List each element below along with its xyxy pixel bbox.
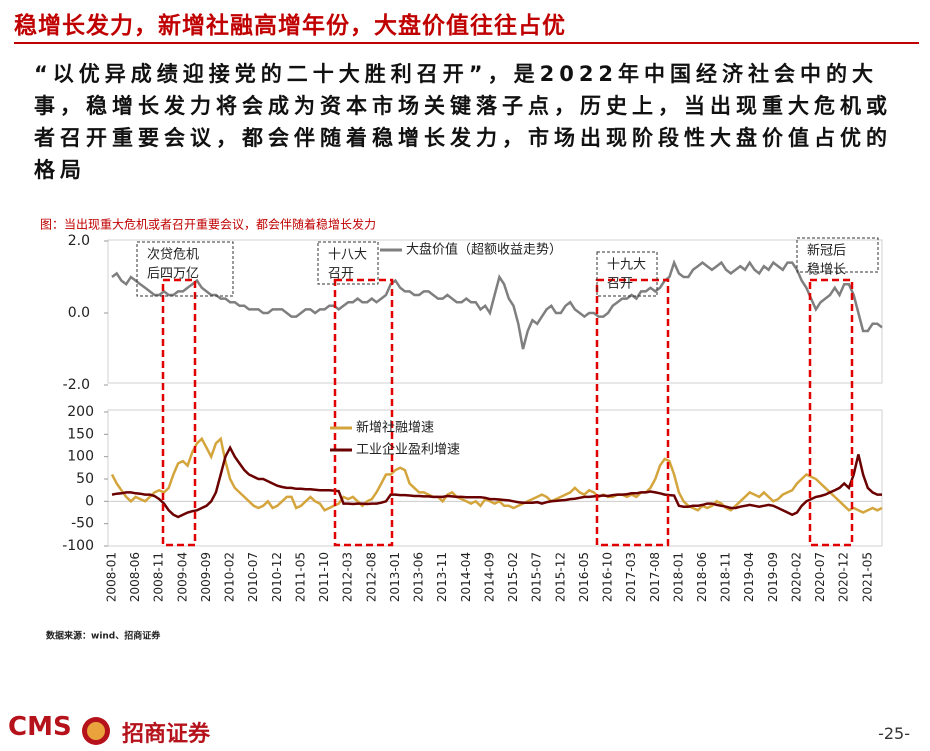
y2-tick-label: 2.0 bbox=[68, 233, 90, 249]
annotation-box bbox=[136, 241, 234, 297]
x-tick-label: 2008-01 bbox=[105, 552, 119, 602]
y-tick-label: 150 bbox=[67, 426, 94, 442]
x-tick-label: 2015-07 bbox=[530, 552, 544, 602]
x-tick-label: 2019-09 bbox=[766, 552, 780, 602]
y2-tick-label: -2.0 bbox=[63, 377, 90, 393]
chart: 图：当出现重大危机或者召开重要会议，都会伴随着稳增长发力 数据来源：wind、招… bbox=[40, 217, 883, 642]
x-tick-label: 2008-06 bbox=[128, 552, 142, 602]
x-tick-label: 2019-04 bbox=[742, 552, 756, 602]
x-tick-label: 2012-08 bbox=[364, 552, 378, 602]
event-box bbox=[808, 278, 854, 547]
x-tick-label: 2010-02 bbox=[223, 552, 237, 602]
logo-text: 招商证券 bbox=[122, 722, 211, 747]
annotation-text: 十八大 bbox=[328, 248, 367, 263]
x-tick-label: 2009-09 bbox=[199, 552, 213, 602]
event-box bbox=[333, 278, 394, 547]
x-tick-label: 2014-09 bbox=[482, 552, 496, 602]
annotation-text: 次贷危机 bbox=[147, 247, 199, 263]
event-box bbox=[595, 278, 670, 547]
x-tick-label: 2021-05 bbox=[860, 552, 874, 602]
x-tick-label: 2013-11 bbox=[435, 552, 449, 602]
x-tick-label: 2012-03 bbox=[341, 552, 355, 602]
x-tick-label: 2018-01 bbox=[671, 552, 685, 602]
x-tick-label: 2010-12 bbox=[270, 552, 284, 602]
y2-tick-label: 0.0 bbox=[68, 305, 90, 321]
legend-label: 新增社融增速 bbox=[356, 420, 434, 436]
x-tick-label: 2008-11 bbox=[152, 552, 166, 602]
bottom-panel-frame bbox=[107, 409, 883, 547]
page-number: -25- bbox=[878, 724, 910, 743]
x-tick-label: 2020-02 bbox=[789, 552, 803, 602]
title-rule bbox=[14, 42, 919, 44]
series-line bbox=[111, 259, 883, 350]
logo: CMS bbox=[8, 712, 72, 742]
x-tick-label: 2020-12 bbox=[837, 552, 851, 602]
y-tick-label: 0 bbox=[85, 493, 94, 509]
x-tick-label: 2010-07 bbox=[246, 552, 260, 602]
x-tick-label: 2011-05 bbox=[293, 552, 307, 602]
x-tick-label: 2013-06 bbox=[412, 552, 426, 602]
series-line bbox=[110, 436, 883, 514]
annotation-box bbox=[317, 241, 379, 285]
slide-title: 稳增长发力，新增社融高增年份，大盘价值往往占优 bbox=[14, 13, 566, 39]
annotation-text: 召开 bbox=[328, 267, 354, 282]
chart-title: 图：当出现重大危机或者召开重要会议，都会伴随着稳增长发力 bbox=[40, 217, 376, 232]
annotation-text: 新冠后 bbox=[807, 243, 846, 259]
x-tick-label: 2017-08 bbox=[648, 552, 662, 602]
x-tick-label: 2018-11 bbox=[719, 552, 733, 602]
x-tick-label: 2015-12 bbox=[553, 552, 567, 602]
annotation-text: 十九大 bbox=[607, 258, 646, 273]
x-tick-label: 2017-03 bbox=[624, 552, 638, 602]
x-tick-label: 2020-07 bbox=[813, 552, 827, 602]
x-tick-label: 2015-02 bbox=[506, 552, 520, 602]
x-tick-label: 2009-04 bbox=[175, 552, 189, 602]
annotation-box bbox=[596, 251, 658, 297]
event-box bbox=[161, 278, 197, 547]
y-tick-label: 100 bbox=[67, 449, 94, 465]
top-panel-frame bbox=[107, 239, 883, 384]
logo-icon bbox=[82, 717, 110, 745]
x-tick-label: 2011-10 bbox=[317, 552, 331, 602]
annotation-box bbox=[796, 237, 879, 273]
y-tick-label: -100 bbox=[62, 538, 94, 554]
y-tick-label: -50 bbox=[71, 516, 94, 532]
annotation-text: 后四万亿 bbox=[147, 267, 199, 282]
y-tick-label: 200 bbox=[67, 404, 94, 420]
source: 数据来源：wind、招商证券 bbox=[46, 630, 161, 642]
x-tick-label: 2014-04 bbox=[459, 552, 473, 602]
x-tick-label: 2016-05 bbox=[577, 552, 591, 602]
series-line bbox=[111, 444, 882, 519]
x-tick-label: 2016-10 bbox=[601, 552, 615, 602]
annotation-text: 稳增长 bbox=[807, 262, 846, 278]
body-text: “以优异成绩迎接党的二十大胜利召开”，是2022年中国经济社会中的大事，稳增长发… bbox=[34, 62, 892, 182]
x-tick-label: 2013-01 bbox=[388, 552, 402, 602]
legend-label: 工业企业盈利增速 bbox=[356, 442, 460, 458]
y-tick-label: 50 bbox=[76, 471, 94, 487]
x-tick-label: 2018-06 bbox=[695, 552, 709, 602]
annotation-text: 召开 bbox=[607, 277, 633, 292]
legend-label: 大盘价值（超额收益走势） bbox=[406, 242, 562, 258]
